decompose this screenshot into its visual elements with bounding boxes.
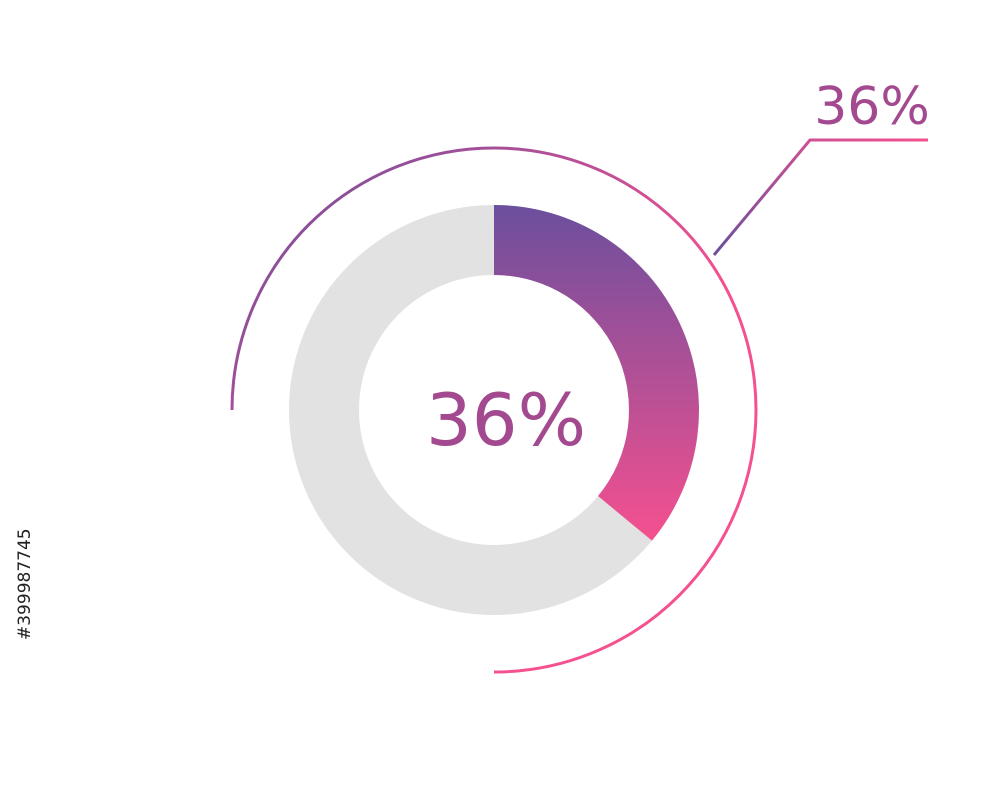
donut-segment: [494, 205, 699, 541]
watermark: #399987745: [15, 528, 35, 640]
center-label: 36%: [426, 378, 586, 462]
callout-label: 36%: [814, 77, 930, 137]
outer-ring: [230, 146, 758, 674]
callout-line: [712, 138, 928, 256]
